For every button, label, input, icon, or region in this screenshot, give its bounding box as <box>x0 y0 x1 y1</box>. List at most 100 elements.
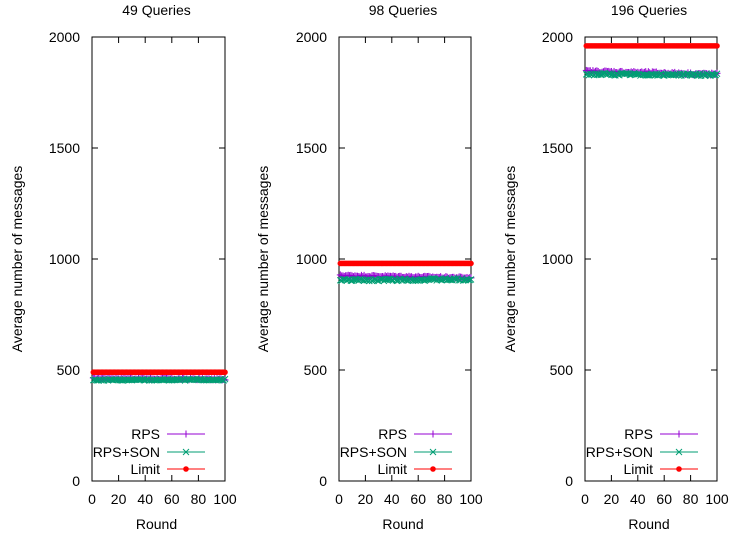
series-rps-plus-son <box>89 375 229 384</box>
data-point <box>446 276 454 284</box>
legend-label: Limit <box>623 461 653 477</box>
y-axis-label: Average number of messages <box>255 166 271 353</box>
data-point <box>424 276 431 283</box>
legend-label: Limit <box>130 461 160 477</box>
x-axis-label: Round <box>382 516 423 532</box>
data-point <box>600 69 607 77</box>
x-tick-label: 100 <box>459 491 483 507</box>
chart-panel-1: 49 Queries 0 500 1000 1500 2000 0 20 40 60 80 100 Ro… <box>9 2 237 532</box>
data-point <box>647 70 655 78</box>
series-limit <box>90 369 228 376</box>
data-point <box>459 277 467 284</box>
y-tick-label: 1000 <box>49 251 80 267</box>
x-tick-label: 80 <box>683 491 699 507</box>
y-tick-label: 500 <box>57 362 81 378</box>
x-tick-label: 100 <box>213 491 237 507</box>
data-point <box>633 70 640 78</box>
chart-panel-3: 196 Queries 0 500 1000 1500 2000 0 20 40 60 80 100 R… <box>502 2 729 532</box>
legend-label: RPS <box>624 426 653 442</box>
legend-marker <box>429 430 437 438</box>
legend-label: RPS+SON <box>586 444 653 460</box>
x-tick-label: 60 <box>164 491 180 507</box>
plot-frame <box>91 36 226 482</box>
y-tick-label: 1000 <box>296 251 327 267</box>
data-point <box>709 71 717 78</box>
legend-marker <box>430 466 436 472</box>
legend-label: RPS <box>378 426 407 442</box>
chart-title: 49 Queries <box>122 2 190 18</box>
series-rps-plus-son <box>336 275 475 285</box>
data-point <box>222 369 228 376</box>
x-tick-label: 20 <box>111 491 127 507</box>
legend-label: Limit <box>377 461 407 477</box>
legend-label: RPS+SON <box>340 444 407 460</box>
data-point <box>200 376 208 384</box>
chart-title: 98 Queries <box>369 2 437 18</box>
y-tick-label: 1500 <box>296 140 327 156</box>
x-tick-label: 60 <box>410 491 426 507</box>
data-point <box>643 71 651 79</box>
plot-frame <box>338 36 472 482</box>
data-point <box>451 275 459 283</box>
y-tick-label: 0 <box>565 473 573 489</box>
legend-label: RPS+SON <box>93 444 160 460</box>
legend-marker <box>676 466 682 472</box>
y-tick-label: 2000 <box>49 29 80 45</box>
y-axis-label: Average number of messages <box>9 166 25 353</box>
y-tick-label: 1000 <box>542 251 573 267</box>
legend-marker <box>675 448 683 456</box>
x-tick-label: 60 <box>656 491 672 507</box>
data-point <box>362 276 369 284</box>
legend-label: RPS <box>131 426 160 442</box>
data-point <box>339 276 347 283</box>
data-point <box>468 260 474 267</box>
x-tick-label: 80 <box>437 491 453 507</box>
x-tick-label: 0 <box>88 491 96 507</box>
x-tick-label: 40 <box>630 491 646 507</box>
legend-marker <box>182 448 190 456</box>
data-point <box>221 375 229 383</box>
data-point <box>92 376 100 384</box>
chart-title: 196 Queries <box>611 2 687 18</box>
data-point <box>670 71 677 79</box>
x-axis-label: Round <box>628 516 669 532</box>
y-tick-label: 2000 <box>296 29 327 45</box>
data-point <box>384 275 392 283</box>
series-limit <box>583 43 720 49</box>
x-tick-label: 40 <box>384 491 400 507</box>
data-point <box>160 376 168 384</box>
x-tick-label: 0 <box>335 491 343 507</box>
data-point <box>152 376 160 384</box>
data-point <box>666 71 673 78</box>
x-tick-label: 80 <box>191 491 207 507</box>
data-point <box>713 70 721 78</box>
y-tick-label: 2000 <box>542 29 573 45</box>
data-point <box>420 276 427 284</box>
data-point <box>466 276 474 284</box>
legend-marker <box>183 466 189 472</box>
x-tick-label: 40 <box>137 491 153 507</box>
data-point <box>622 69 630 77</box>
y-tick-label: 500 <box>550 362 574 378</box>
y-tick-label: 0 <box>72 473 80 489</box>
y-axis-label: Average number of messages <box>502 166 518 353</box>
data-point <box>714 43 720 49</box>
data-point <box>402 276 410 284</box>
data-point <box>105 376 113 383</box>
x-tick-label: 20 <box>604 491 620 507</box>
legend-marker <box>182 430 190 438</box>
y-tick-label: 1500 <box>49 140 80 156</box>
x-axis-label: Round <box>136 516 177 532</box>
x-tick-label: 20 <box>358 491 374 507</box>
chart-panel-2: 98 Queries 0 500 1000 1500 2000 0 20 40 60 80 100 Ro… <box>255 2 483 532</box>
x-tick-label: 0 <box>581 491 589 507</box>
plot-frame <box>584 36 718 482</box>
legend-marker <box>675 430 683 438</box>
data-point <box>465 276 472 284</box>
data-point <box>594 71 602 78</box>
y-tick-label: 1500 <box>542 140 573 156</box>
